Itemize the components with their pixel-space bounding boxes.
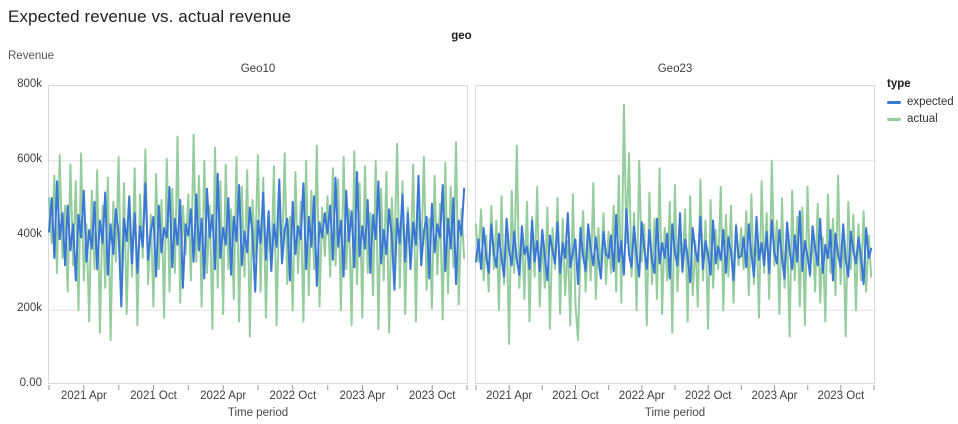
y-axis-title: Revenue [8, 50, 55, 62]
panel-geo23: Geo23 2021 Apr 2021 Oct 2022 Apr 2022 Oct 20… [475, 63, 875, 419]
y-tick-label: 800k [17, 78, 42, 90]
y-tick-label: 600k [17, 152, 42, 165]
panel-title-geo10: Geo10 [240, 63, 276, 75]
panel-geo10: Geo10 2021 Apr 2021 Oct 2022 Apr 2022 Oct 20… [48, 63, 468, 419]
y-axis-labels: 0.00 200k 400k 600k 800k [0, 78, 42, 389]
x-axis-title-geo10: Time period [227, 407, 289, 419]
legend-title: type [887, 78, 911, 90]
y-tick-label: 400k [17, 227, 42, 240]
legend: type expected actual [887, 78, 954, 130]
legend-item-actual: actual [887, 113, 954, 125]
y-tick-label: 0.00 [19, 377, 42, 389]
legend-label-expected: expected [907, 96, 954, 108]
expected-line-swatch [887, 100, 901, 104]
y-tick-label: 200k [17, 302, 42, 315]
facet-header-geo: geo [451, 30, 472, 42]
legend-item-expected: expected [887, 96, 954, 108]
geo23-plot [475, 103, 875, 390]
panel-title-geo23: Geo23 [657, 63, 693, 75]
actual-line-swatch [887, 117, 901, 121]
x-axis-title-geo23: Time period [644, 407, 706, 419]
geo10-plot [48, 133, 468, 390]
chart-title: Expected revenue vs. actual revenue [8, 7, 292, 26]
legend-label-actual: actual [907, 113, 938, 125]
